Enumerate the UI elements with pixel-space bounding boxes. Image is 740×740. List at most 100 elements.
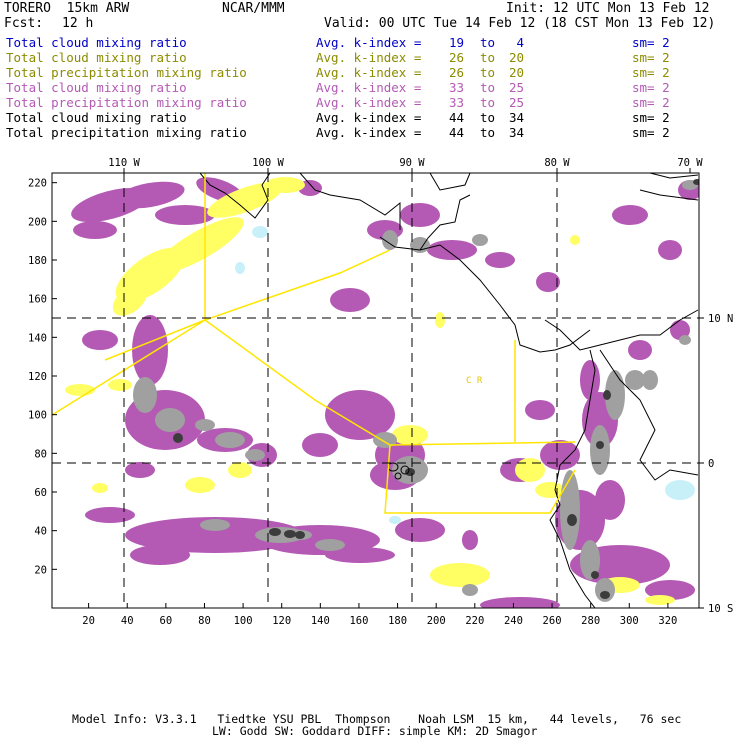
axis-ticks: 220 200 180 160 140 120 100 80 60 40 20 20 40 60 80 100… — [28, 157, 733, 627]
legend-to: to — [480, 125, 496, 140]
y-tick-label: 220 — [28, 178, 47, 190]
legend-smoothing: sm= 2 — [632, 80, 670, 95]
gray-cloud — [462, 584, 478, 596]
x-tick-label: 120 — [272, 615, 291, 627]
legend-row: Total precipitation mixing ratio Avg. k-i… — [6, 95, 736, 110]
purple-cloud — [645, 580, 695, 600]
legend-avg-label: Avg. k-index = — [316, 50, 422, 65]
yellow-cloud — [435, 312, 445, 328]
gray-cloud — [580, 540, 600, 580]
gray-cloud — [215, 432, 245, 448]
purple-cloud — [302, 433, 338, 457]
legend-avg-label: Avg. k-index = — [316, 80, 422, 95]
y-tick-label: 80 — [34, 448, 47, 460]
gray-cloud — [595, 578, 615, 602]
lat-label: 0 — [708, 458, 714, 470]
legend-to: to — [480, 80, 496, 95]
x-tick-label: 240 — [504, 615, 523, 627]
gray-cloud — [472, 234, 488, 246]
legend-field: Total cloud mixing ratio — [6, 35, 187, 50]
cyan-cloud — [389, 516, 401, 524]
legend-k-from: 33 — [448, 80, 464, 95]
dark-core — [603, 390, 611, 400]
legend-k-from: 44 — [448, 110, 464, 125]
island — [400, 465, 410, 475]
x-tick-label: 180 — [388, 615, 407, 627]
gray-cloud — [560, 470, 580, 550]
legend-field: Total cloud mixing ratio — [6, 80, 187, 95]
gray-cloud — [625, 370, 645, 390]
purple-cloud — [580, 360, 600, 400]
dark-core — [591, 571, 599, 579]
legend-field: Total precipitation mixing ratio — [6, 65, 247, 80]
purple-cloud — [125, 517, 305, 553]
forecast-label: Fcst: — [4, 16, 44, 31]
coastline-segment — [549, 349, 596, 608]
gray-cloud — [155, 408, 185, 432]
legend-k-to: 34 — [508, 125, 524, 140]
forecast-hour: 12 h — [62, 16, 94, 31]
purple-cloud — [82, 330, 118, 350]
legend-field: Total cloud mixing ratio — [6, 50, 187, 65]
org-label: NCAR/MMM — [222, 1, 285, 16]
legend-avg-label: Avg. k-index = — [316, 65, 422, 80]
gray-cloud — [642, 370, 658, 390]
coastline-segment — [649, 173, 699, 179]
yellow-cloud — [515, 458, 545, 482]
legend-k-from: 33 — [448, 95, 464, 110]
x-tick-label: 80 — [198, 615, 211, 627]
gray-cloud — [382, 230, 398, 250]
x-tick-label: 100 — [234, 615, 253, 627]
legend-k-to: 20 — [508, 50, 524, 65]
purple-cloud — [612, 205, 648, 225]
y-tick-label: 120 — [28, 371, 47, 383]
legend-field: Total precipitation mixing ratio — [6, 95, 247, 110]
coastline-segment — [419, 194, 471, 251]
lon-label: 100 W — [252, 157, 284, 169]
y-tick-label: 20 — [34, 564, 47, 576]
y-tick-label: 200 — [28, 216, 47, 228]
purple-cloud — [395, 518, 445, 542]
x-tick-label: 300 — [620, 615, 639, 627]
dark-core — [405, 468, 415, 476]
legend-avg-label: Avg. k-index = — [316, 125, 422, 140]
coastline-segment — [639, 189, 699, 201]
x-tick-label: 260 — [543, 615, 562, 627]
x-tick-label: 220 — [465, 615, 484, 627]
legend-k-from: 26 — [448, 50, 464, 65]
legend-avg-label: Avg. k-index = — [316, 110, 422, 125]
yellow-cloud — [645, 595, 675, 605]
yellow-cloud — [112, 284, 148, 316]
yellow-cloud — [92, 483, 108, 493]
valid-time: Valid: 00 UTC Tue 14 Feb 12 (18 CST Mon … — [324, 16, 716, 31]
purple-cloud — [485, 252, 515, 268]
y-tick-label: 60 — [34, 487, 47, 499]
region-outlines — [52, 173, 576, 514]
purple-cloud — [325, 390, 395, 440]
purple-cloud — [130, 545, 190, 565]
purple-cloud — [73, 221, 117, 239]
gray-cloud — [315, 539, 345, 551]
y-tick-label: 40 — [34, 526, 47, 538]
purple-cloud — [480, 597, 560, 608]
legend-k-from: 44 — [448, 125, 464, 140]
x-tick-label: 320 — [658, 615, 677, 627]
x-tick-label: 200 — [427, 615, 446, 627]
legend-k-to: 25 — [508, 95, 524, 110]
dark-core — [295, 531, 305, 539]
cyan-cloud — [235, 262, 245, 274]
lat-label: 10 S — [708, 603, 733, 615]
legend-avg-label: Avg. k-index = — [316, 35, 422, 50]
cyan-cloud — [252, 226, 268, 238]
legend-smoothing: sm= 2 — [632, 125, 670, 140]
legend-smoothing: sm= 2 — [632, 95, 670, 110]
purple-cloud — [658, 240, 682, 260]
yellow-cloud — [185, 477, 215, 493]
purple-cloud — [427, 240, 477, 260]
dark-core — [600, 591, 610, 599]
coastline-segment — [429, 173, 471, 191]
lon-label: 80 W — [544, 157, 570, 169]
legend-smoothing: sm= 2 — [632, 35, 670, 50]
dark-core — [284, 530, 296, 538]
